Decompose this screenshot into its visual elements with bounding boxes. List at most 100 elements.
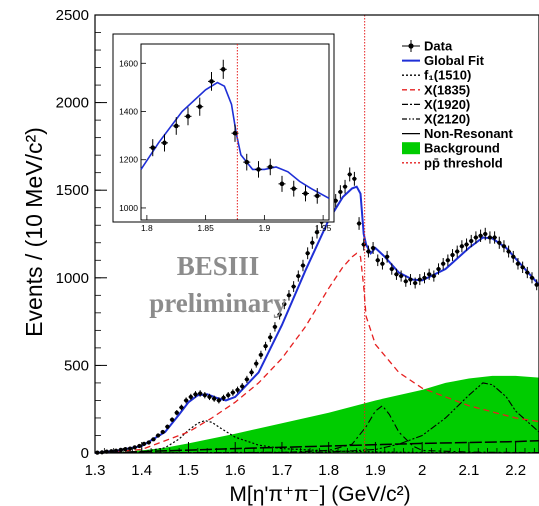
y-axis-title: Events / (10 MeV/c²) [21,127,47,337]
legend-entry: X(2120) [402,112,470,127]
x-tick-label: 2.2 [505,462,526,479]
legend-label: Data [424,39,453,54]
data-point [426,268,432,280]
inset-data-point [313,188,321,204]
x-tick-label: 2 [418,462,426,479]
data-point-marker [230,390,235,395]
legend-label: pp̄ threshold [424,155,503,170]
data-point [436,263,441,275]
data-point-marker [291,284,296,289]
data-point [492,231,497,244]
data-point-marker [525,270,530,275]
data-point [239,383,245,390]
data-point [520,261,525,273]
data-point-marker [226,393,231,398]
data-point-marker [506,249,511,254]
data-point-marker [263,344,268,349]
data-point-marker [422,275,427,280]
data-point-marker [417,277,422,282]
data-point-marker [165,424,170,429]
inset-data-point [219,59,227,79]
data-point [366,245,371,258]
data-point-marker [137,443,142,449]
data-point-marker [296,273,301,279]
inset-data-marker [303,191,308,196]
data-point-marker [160,429,165,435]
data-points-layer [95,167,539,455]
legend-entry: pp̄ threshold [402,155,503,170]
data-point [300,259,306,272]
data-point-marker [492,235,497,240]
data-point-marker [184,398,189,403]
data-point-marker [450,252,455,258]
data-point [375,254,381,267]
data-point [249,368,254,377]
background-area [95,375,539,453]
x-tick-label: 1.9 [365,462,386,479]
data-point-marker [399,273,404,279]
data-point [454,245,460,258]
legend-label: Global Fit [424,53,485,68]
data-point-marker [431,273,436,279]
data-point [389,263,395,275]
data-point [431,270,437,282]
data-point [338,185,343,199]
legend-swatch [402,142,420,155]
data-point [450,249,455,261]
data-point-marker [109,449,114,454]
data-point [482,227,488,241]
inset-data-marker [256,167,261,172]
legend-entry: X(1835) [402,82,470,97]
data-point [211,395,217,402]
legend-marker-dot [408,43,414,49]
data-point [525,266,530,279]
inset-data-point [196,97,204,116]
data-point [221,394,226,401]
x-tick-label: 2.1 [458,462,479,479]
data-point-marker [403,279,408,284]
data-point-marker [385,254,390,259]
inset-x-tick-label: 1.9 [258,223,270,233]
data-point [310,236,315,249]
data-point-marker [286,293,292,298]
data-point-marker [314,230,320,235]
series-line-x-1835- [94,252,539,454]
background-fill-layer [95,375,539,453]
data-point-marker [188,394,193,400]
data-point-marker [235,387,240,393]
inset-data-point [278,175,286,192]
data-point-marker [380,261,385,266]
data-point-marker [198,391,203,396]
data-point [459,240,465,253]
data-point-marker [212,396,217,401]
data-point [123,447,128,452]
inset-y-tick-label: 1400 [119,107,138,117]
data-point-marker [356,221,362,226]
data-point [127,446,133,451]
data-point-marker [123,447,128,452]
data-point-marker [277,312,282,317]
y-tick-label: 0 [81,445,89,462]
data-point-marker [268,335,273,340]
legend-label: f₁(1510) [424,68,471,83]
data-point [146,440,152,445]
data-point [253,359,259,368]
data-point-marker [305,251,310,256]
inset-data-point [302,185,309,202]
data-point-marker [151,437,156,442]
data-point [193,391,198,398]
data-point-marker [258,352,264,357]
data-point-marker [441,261,446,266]
x-tick-label: 1.3 [85,462,106,479]
data-point-marker [347,172,352,177]
inset-data-marker [209,79,214,84]
data-point [412,277,418,289]
y-tick-label: 1500 [56,182,89,199]
data-point-marker [389,266,394,272]
inset-data-point [184,107,192,126]
watermark-line-1: BESIII [177,251,260,281]
data-point [296,270,301,282]
inset-data-point [290,180,298,197]
y-tick-label: 1000 [56,270,89,287]
